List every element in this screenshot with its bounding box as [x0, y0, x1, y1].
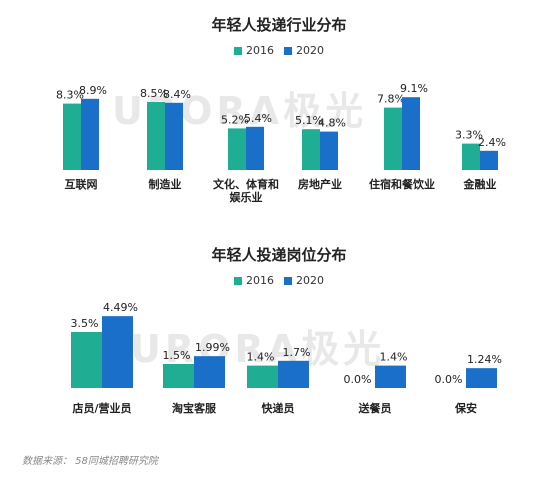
- data-label-2020-2: 5.4%: [244, 112, 272, 125]
- data-label-2020-3: 4.8%: [318, 117, 346, 130]
- legend-position: 2016 2020: [0, 274, 558, 287]
- category-label-0: 店员/营业员: [72, 401, 131, 415]
- data-label-2016-1: 8.5%: [140, 87, 168, 100]
- category-label-1: 淘宝客服: [172, 401, 217, 415]
- legend-item-2016: 2016: [234, 274, 274, 287]
- bar-2016-1: [147, 102, 165, 170]
- legend-item-2016: 2016: [234, 44, 274, 57]
- data-label-2016-4: 0.0%: [435, 373, 463, 386]
- category-label-3: 送餐员: [358, 401, 392, 415]
- bar-2016-0: [71, 332, 102, 388]
- category-label-0: 互联网: [65, 177, 98, 191]
- category-label-4: 保安: [454, 401, 477, 415]
- category-label-5: 金融业: [463, 177, 497, 191]
- data-label-2020-0: 8.9%: [79, 84, 107, 97]
- data-label-2020-5: 2.4%: [478, 136, 506, 149]
- bar-2020-0: [102, 316, 133, 388]
- data-label-2020-3: 1.4%: [380, 351, 408, 364]
- data-label-2016-3: 0.0%: [344, 373, 372, 386]
- bar-2016-5: [462, 143, 480, 170]
- data-source-note: 数据来源： 58同城招聘研究院: [22, 456, 158, 467]
- bar-2016-4: [384, 107, 402, 170]
- position-bar-chart: 3.5% 4.49% 店员/营业员 1.5% 1.99% 淘宝客服 1.4% 1.7% 快递员 0…: [71, 301, 502, 415]
- industry-bar-chart: 8.3%8.9% 互联网 8.5%8.4% 制造业 5.2%5.4% 文化、体育和娱乐业 5…: [56, 82, 506, 204]
- data-label-2016-3: 5.1%: [295, 114, 323, 127]
- legend-swatch-2016: [234, 46, 242, 55]
- category-label-2: 文化、体育和娱乐业: [213, 177, 279, 204]
- legend-item-2020: 2020: [284, 274, 324, 287]
- legend-label-2020: 2020: [296, 44, 324, 57]
- data-label-2016-4: 7.8%: [377, 93, 405, 106]
- bar-2016-3: [302, 129, 320, 170]
- chart-title-industry: 年轻人投递行业分布: [211, 16, 347, 34]
- data-label-2016-1: 1.5%: [163, 349, 191, 362]
- category-label-4: 住宿和餐饮业: [369, 177, 435, 191]
- data-label-2020-2: 1.7%: [283, 346, 311, 359]
- data-label-2016-2: 5.2%: [221, 113, 249, 126]
- legend-industry: 2016 2020: [0, 44, 558, 57]
- data-label-2020-1: 1.99%: [195, 341, 230, 354]
- legend-item-2020: 2020: [284, 44, 324, 57]
- bar-2016-0: [63, 103, 81, 170]
- category-label-1: 制造业: [149, 177, 182, 191]
- legend-label-2016: 2016: [246, 274, 274, 287]
- data-label-2020-1: 8.4%: [163, 88, 191, 101]
- bar-2020-4: [402, 97, 420, 170]
- legend-swatch-2020: [284, 46, 292, 55]
- data-label-2016-2: 1.4%: [247, 351, 275, 364]
- data-label-2020-4: 1.24%: [467, 353, 502, 366]
- bar-2020-4: [466, 368, 497, 388]
- legend-swatch-2020: [284, 276, 292, 285]
- bar-2020-3: [375, 365, 406, 388]
- category-label-3: 房地产业: [298, 177, 342, 191]
- bar-2020-0: [81, 98, 99, 170]
- data-label-2016-5: 3.3%: [455, 129, 483, 142]
- bar-2020-5: [480, 150, 498, 170]
- bar-2020-1: [165, 102, 183, 170]
- bar-2016-2: [247, 365, 278, 388]
- bar-2016-2: [228, 128, 246, 170]
- data-label-2020-4: 9.1%: [400, 82, 428, 95]
- bar-2020-3: [320, 131, 338, 170]
- legend-label-2020: 2020: [296, 274, 324, 287]
- data-label-2016-0: 8.3%: [56, 89, 84, 102]
- bar-2016-1: [163, 364, 194, 388]
- data-label-2016-0: 3.5%: [71, 317, 99, 330]
- bar-2020-2: [246, 126, 264, 170]
- legend-swatch-2016: [234, 276, 242, 285]
- bar-2020-2: [278, 360, 309, 388]
- chart-title-position: 年轻人投递岗位分布: [211, 246, 347, 264]
- legend-label-2016: 2016: [246, 44, 274, 57]
- bar-2020-1: [194, 356, 225, 388]
- data-label-2020-0: 4.49%: [103, 301, 138, 314]
- category-label-2: 快递员: [261, 401, 295, 415]
